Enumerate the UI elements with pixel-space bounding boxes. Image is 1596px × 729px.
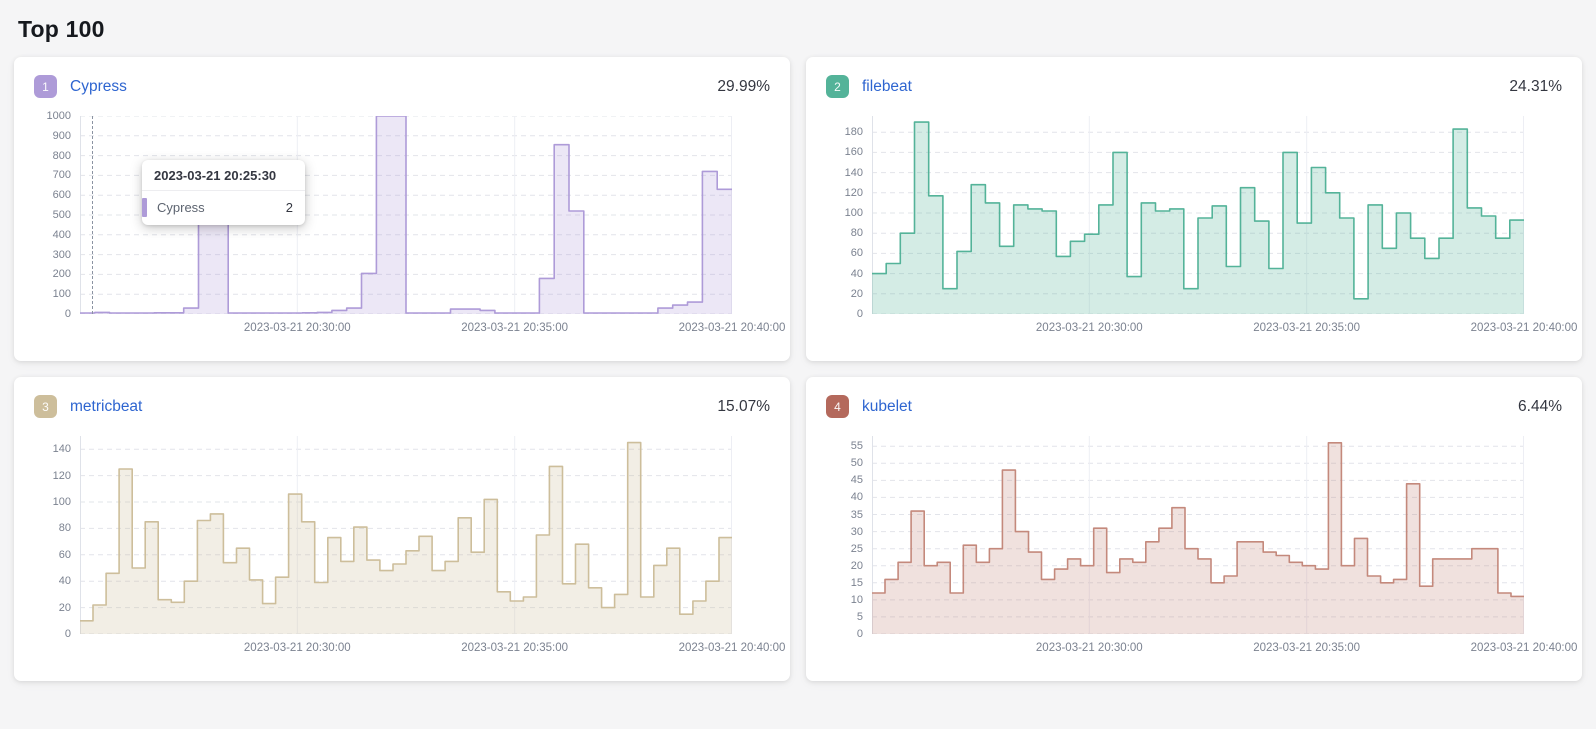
y-tick-label: 900	[52, 129, 71, 142]
x-axis-label: 2023-03-21 20:30:00	[243, 642, 351, 654]
x-axis-label: 2023-03-21 20:40:00	[1470, 642, 1578, 654]
step-area-chart[interactable]: 0 20 40 60 80 100 120 140 160 180	[826, 116, 1562, 320]
y-tick-label: 60	[58, 548, 71, 561]
x-axis-label: 2023-03-21 20:40:00	[1470, 322, 1578, 334]
y-tick-label: 500	[52, 209, 71, 221]
plot-area[interactable]	[80, 436, 732, 634]
x-axis: 2023-03-21 20:30:00 2023-03-21 20:35:00 20…	[872, 314, 1578, 338]
chart-panel-cypress: 1 Cypress 29.99% 0 100 200 300 400 500 600 700 8…	[14, 57, 790, 361]
y-tick-label: 0	[856, 308, 863, 320]
y-tick-label: 40	[850, 491, 863, 504]
y-tick-label: 35	[850, 508, 863, 521]
rank-badge: 3	[34, 395, 57, 418]
panel-header: 1 Cypress 29.99%	[34, 75, 770, 98]
y-tick-label: 20	[58, 601, 71, 614]
y-tick-label: 100	[844, 206, 863, 219]
y-axis: 0 20 40 60 80 100 120 140 160 180	[826, 116, 872, 320]
plot-area[interactable]	[872, 116, 1524, 314]
panel-header: 4 kubelet 6.44%	[826, 395, 1562, 418]
y-tick-label: 600	[52, 189, 71, 202]
y-tick-label: 120	[52, 469, 71, 482]
y-tick-label: 50	[850, 457, 863, 470]
x-axis: 2023-03-21 20:30:00 2023-03-21 20:35:00 20…	[80, 634, 786, 658]
percentage-value: 15.07%	[717, 397, 770, 415]
step-area-chart[interactable]: 0 20 40 60 80 100 120 140	[34, 436, 770, 640]
y-tick-label: 140	[52, 443, 71, 456]
x-axis-label: 2023-03-21 20:35:00	[1253, 322, 1361, 334]
percentage-value: 24.31%	[1509, 77, 1562, 95]
y-tick-label: 30	[850, 525, 863, 538]
y-axis: 0 20 40 60 80 100 120 140	[34, 436, 80, 640]
y-tick-label: 0	[856, 628, 863, 640]
y-tick-label: 40	[850, 267, 863, 280]
rank-badge: 4	[826, 395, 849, 418]
y-tick-label: 700	[52, 169, 71, 182]
y-axis: 0 5 10 15 20 25 30 35 40 45 50 55	[826, 436, 872, 640]
dashboard-grid: 1 Cypress 29.99% 0 100 200 300 400 500 600 700 8…	[14, 57, 1582, 681]
tooltip-value: 2	[285, 200, 293, 215]
x-axis-label: 2023-03-21 20:30:00	[243, 322, 351, 334]
y-tick-label: 5	[856, 610, 863, 623]
tooltip-series-name: Cypress	[157, 200, 205, 215]
y-tick-label: 15	[850, 576, 863, 589]
panel-header: 3 metricbeat 15.07%	[34, 395, 770, 418]
x-axis-label: 2023-03-21 20:35:00	[1253, 642, 1361, 654]
crosshair-line	[91, 116, 93, 314]
series-link-filebeat[interactable]: filebeat	[862, 77, 912, 95]
y-tick-label: 160	[844, 146, 863, 159]
rank-badge: 2	[826, 75, 849, 98]
x-axis: 2023-03-21 20:30:00 2023-03-21 20:35:00 20…	[872, 634, 1578, 658]
y-tick-label: 55	[850, 440, 863, 453]
chart-panel-filebeat: 2 filebeat 24.31% 0 20 40 60 80 100 120 140 160 1…	[806, 57, 1582, 361]
y-tick-label: 40	[58, 575, 71, 588]
y-tick-label: 1000	[46, 110, 71, 122]
x-axis: 2023-03-21 20:30:00 2023-03-21 20:35:00 20…	[80, 314, 786, 338]
tooltip-row: Cypress 2	[142, 191, 305, 225]
y-tick-label: 0	[64, 628, 71, 640]
y-tick-label: 180	[844, 126, 863, 139]
chart-panel-kubelet: 4 kubelet 6.44% 0 5 10 15 20 25 30 35 40 45 50 55 2…	[806, 377, 1582, 681]
plot-area[interactable]	[872, 436, 1524, 634]
y-tick-label: 60	[850, 247, 863, 260]
tooltip-timestamp: 2023-03-21 20:25:30	[142, 160, 305, 191]
y-tick-label: 400	[52, 228, 71, 241]
x-axis-label: 2023-03-21 20:35:00	[461, 642, 569, 654]
y-tick-label: 800	[52, 149, 71, 162]
x-axis-label: 2023-03-21 20:30:00	[1035, 642, 1143, 654]
percentage-value: 29.99%	[717, 77, 770, 95]
y-tick-label: 25	[850, 542, 863, 555]
y-tick-label: 20	[850, 287, 863, 300]
series-link-cypress[interactable]: Cypress	[70, 77, 127, 95]
chart-panel-metricbeat: 3 metricbeat 15.07% 0 20 40 60 80 100 120 140 2…	[14, 377, 790, 681]
x-axis-label: 2023-03-21 20:30:00	[1035, 322, 1143, 334]
y-tick-label: 300	[52, 248, 71, 261]
y-tick-label: 100	[52, 496, 71, 508]
y-tick-label: 20	[850, 559, 863, 572]
y-tick-label: 200	[52, 268, 71, 281]
y-tick-label: 100	[52, 288, 71, 301]
y-tick-label: 140	[844, 166, 863, 179]
y-tick-label: 80	[850, 227, 863, 240]
y-tick-label: 80	[58, 522, 71, 535]
rank-badge: 1	[34, 75, 57, 98]
y-tick-label: 10	[850, 593, 863, 606]
panel-header: 2 filebeat 24.31%	[826, 75, 1562, 98]
y-axis: 0 100 200 300 400 500 600 700 800 900 1000	[34, 110, 80, 320]
x-axis-label: 2023-03-21 20:35:00	[461, 322, 569, 334]
y-tick-label: 120	[844, 186, 863, 199]
series-link-metricbeat[interactable]: metricbeat	[70, 397, 143, 415]
x-axis-label: 2023-03-21 20:40:00	[678, 322, 786, 334]
page-title: Top 100	[18, 16, 105, 42]
step-area-chart[interactable]: 0 5 10 15 20 25 30 35 40 45 50 55	[826, 436, 1562, 640]
y-tick-label: 0	[64, 308, 71, 320]
percentage-value: 6.44%	[1518, 397, 1562, 415]
y-tick-label: 45	[850, 474, 863, 487]
step-area-chart[interactable]: 0 100 200 300 400 500 600 700 800 900 1000 2023-03…	[34, 110, 770, 320]
series-color-mark	[142, 198, 147, 217]
x-axis-label: 2023-03-21 20:40:00	[678, 642, 786, 654]
plot-area[interactable]: 2023-03-21 20:25:30 Cypress 2	[80, 116, 732, 314]
series-link-kubelet[interactable]: kubelet	[862, 397, 912, 415]
chart-tooltip: 2023-03-21 20:25:30 Cypress 2	[142, 160, 305, 225]
